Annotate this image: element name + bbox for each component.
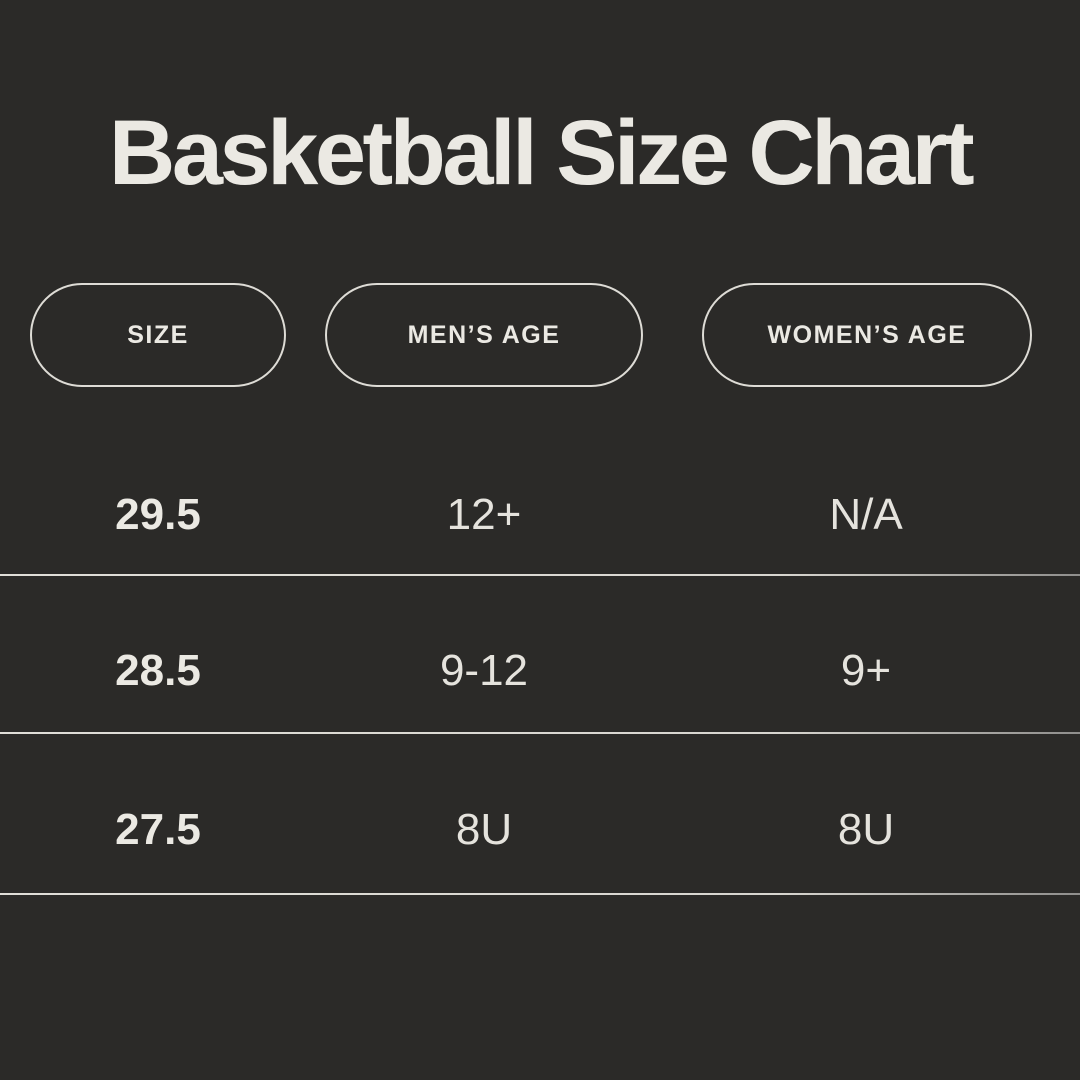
cell-womens-age: 8U — [837, 805, 895, 854]
header-pill-mens-age: MEN’S AGE — [325, 283, 643, 387]
cell-size: 27.5 — [115, 805, 201, 854]
table-row: 27.5 8U 8U — [0, 800, 1080, 860]
cell-mens-age: 12+ — [446, 490, 522, 539]
header-pill-size: SIZE — [30, 283, 286, 387]
header-label-size: SIZE — [127, 320, 189, 349]
cell-size: 29.5 — [115, 490, 201, 539]
cell-size: 28.5 — [115, 646, 201, 695]
header-label-mens-age: MEN’S AGE — [407, 320, 561, 349]
cell-womens-age: N/A — [829, 490, 903, 539]
cell-womens-age: 9+ — [840, 646, 892, 695]
row-divider — [0, 732, 1080, 734]
table-header-row: SIZE MEN’S AGE WOMEN’S AGE — [0, 283, 1080, 387]
page-title: Basketball Size Chart — [108, 102, 975, 204]
cell-mens-age: 8U — [455, 805, 513, 854]
table-row: 28.5 9-12 9+ — [0, 641, 1080, 701]
row-divider — [0, 893, 1080, 895]
table-row: 29.5 12+ N/A — [0, 485, 1080, 545]
header-label-womens-age: WOMEN’S AGE — [767, 320, 967, 349]
row-divider — [0, 574, 1080, 576]
cell-mens-age: 9-12 — [439, 646, 529, 695]
header-pill-womens-age: WOMEN’S AGE — [702, 283, 1032, 387]
